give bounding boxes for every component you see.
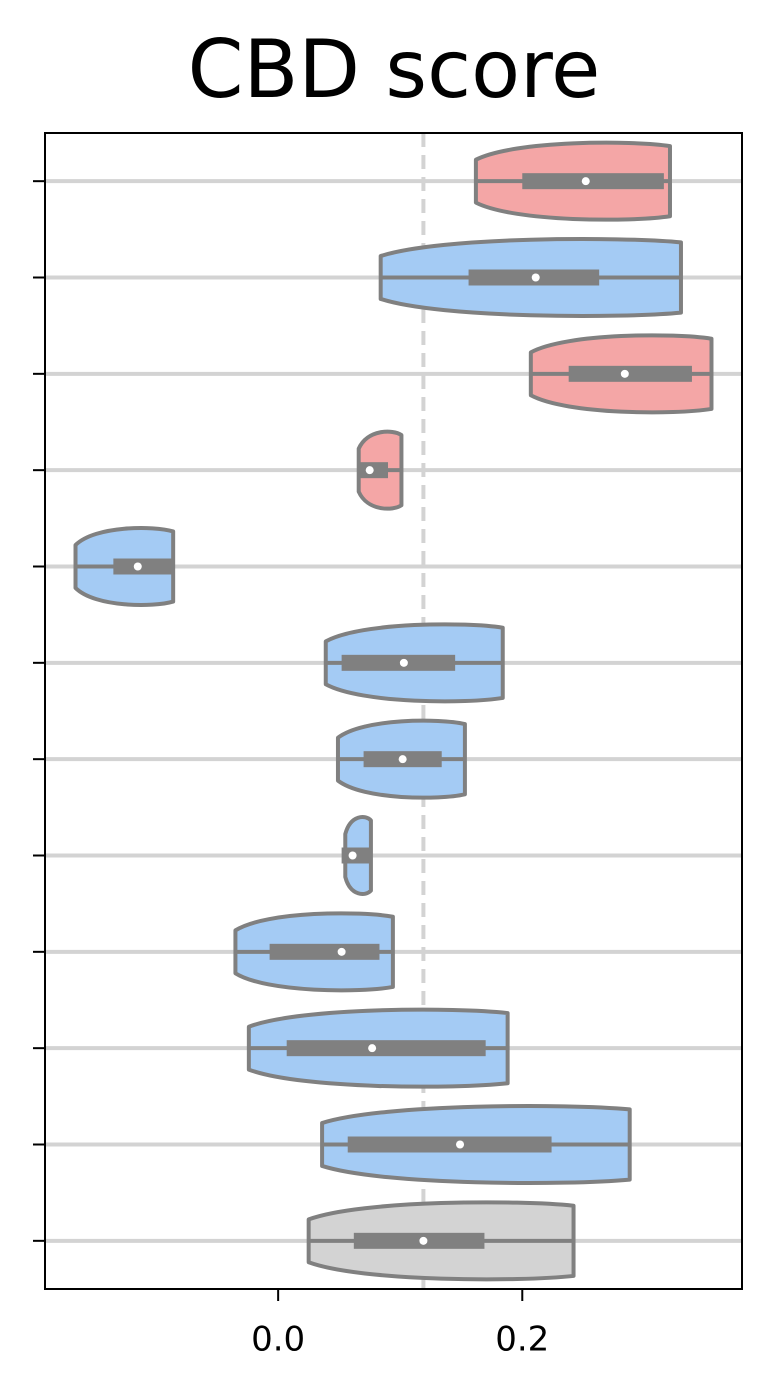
median bbox=[581, 177, 590, 186]
median bbox=[456, 1140, 465, 1149]
median bbox=[398, 755, 407, 764]
iqr-box bbox=[568, 365, 692, 382]
iqr-box bbox=[113, 558, 174, 575]
iqr-box bbox=[359, 462, 389, 479]
median bbox=[419, 1236, 428, 1245]
x-tick-label: 0.2 bbox=[495, 1320, 549, 1360]
iqr-box bbox=[347, 1136, 552, 1153]
iqr-box bbox=[269, 943, 380, 960]
x-tick-label: 0.0 bbox=[251, 1320, 305, 1360]
iqr-box bbox=[286, 1040, 486, 1057]
iqr-box bbox=[353, 1232, 485, 1249]
median bbox=[337, 947, 346, 956]
median bbox=[531, 273, 540, 282]
plot-frame bbox=[44, 132, 743, 1290]
median bbox=[348, 851, 357, 860]
median bbox=[133, 562, 142, 571]
median bbox=[365, 466, 374, 475]
iqr-box bbox=[522, 173, 664, 190]
median bbox=[620, 369, 629, 378]
iqr-box bbox=[341, 654, 456, 671]
median bbox=[399, 658, 408, 667]
median bbox=[368, 1044, 377, 1053]
chart-title: CBD score bbox=[188, 23, 601, 116]
